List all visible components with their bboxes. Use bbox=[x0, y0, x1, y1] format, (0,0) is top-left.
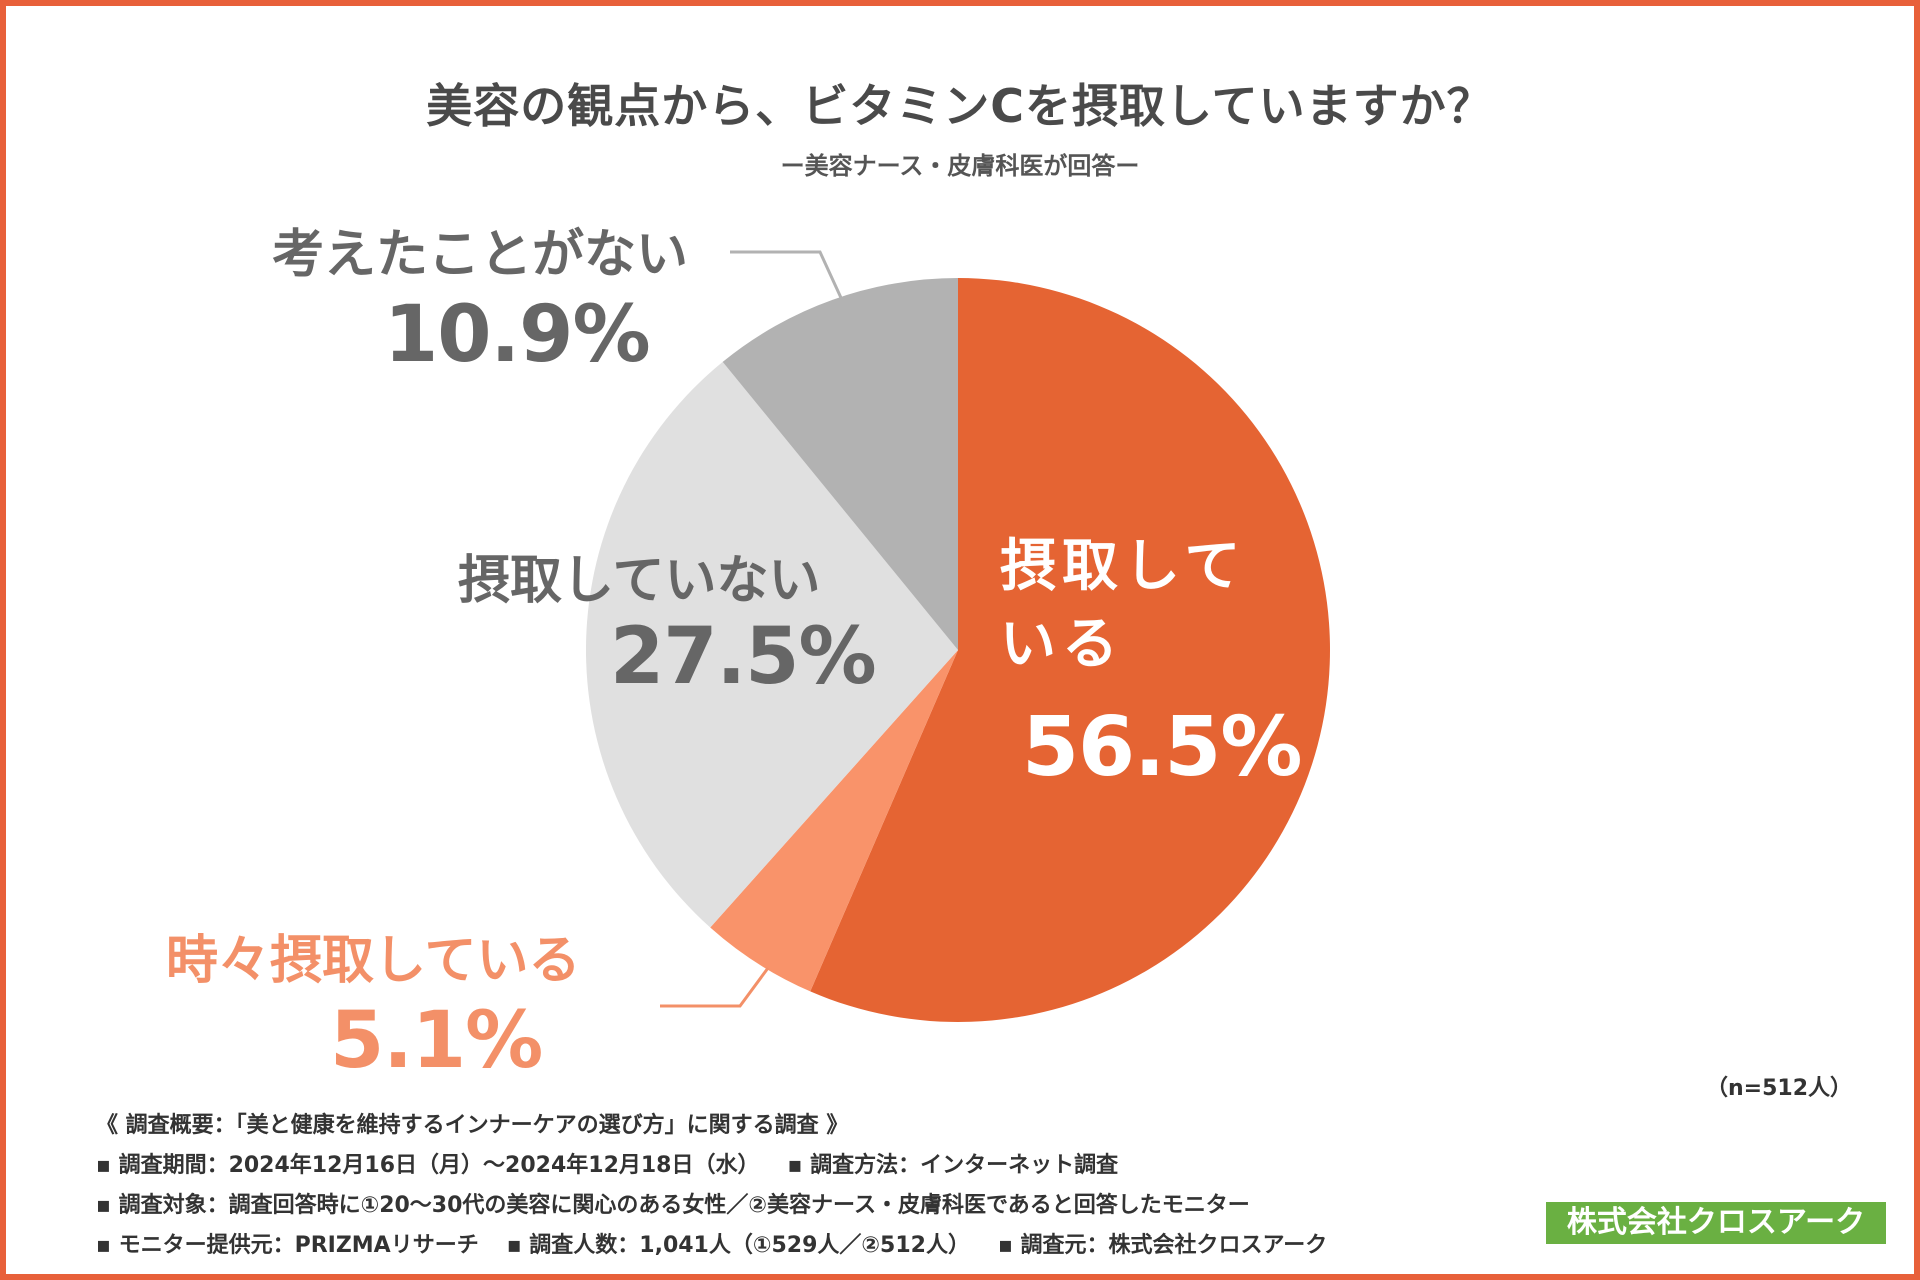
pie-slice-1 bbox=[710, 650, 958, 992]
slice-label-regular: 摂取している bbox=[1000, 534, 1247, 677]
notes-row: ▪ モニター提供元：PRIZMAリサーチ ▪ 調査人数：1,041人（①529人／… bbox=[96, 1226, 1327, 1266]
leader-line-never bbox=[730, 250, 844, 301]
company-logo-badge: 株式会社クロスアーク bbox=[1546, 1202, 1886, 1244]
slice-value-not: 27.5% bbox=[610, 612, 877, 702]
notes-source: ▪ 調査元：株式会社クロスアーク bbox=[997, 1233, 1328, 1258]
slice-value-never: 10.9% bbox=[384, 290, 651, 380]
chart-subtitle: ー美容ナース・皮膚科医が回答ー bbox=[780, 152, 1140, 180]
pie-slice-0 bbox=[810, 278, 1330, 1023]
notes-count: ▪ 調査人数：1,041人（①529人／②512人） bbox=[506, 1233, 970, 1258]
notes-target: ▪ 調査対象：調査回答時に①20〜30代の美容に関心のある女性／②美容ナース・皮… bbox=[96, 1193, 1250, 1218]
notes-provider: ▪ モニター提供元：PRIZMAリサーチ bbox=[96, 1233, 479, 1258]
slice-label-sometimes: 時々摂取している bbox=[166, 931, 581, 991]
notes-period: ▪ 調査期間：2024年12月16日（月）〜2024年12月18日（水） bbox=[96, 1153, 760, 1178]
slice-value-sometimes: 5.1% bbox=[330, 996, 543, 1086]
chart-title: 美容の観点から、ビタミンCを摂取していますか？ bbox=[426, 79, 1494, 133]
slice-value-regular: 56.5% bbox=[1022, 700, 1302, 795]
slice-label-not: 摂取していない bbox=[458, 551, 821, 611]
notes-overview: 《 調査概要：「美と健康を維持するインナーケアの選び方」に関する調査 》 bbox=[96, 1113, 849, 1138]
notes-method: ▪ 調査方法：インターネット調査 bbox=[787, 1153, 1119, 1178]
leader-line-some bbox=[660, 967, 770, 1008]
pie-slice-3 bbox=[722, 278, 958, 650]
slice-label-never: 考えたことがない bbox=[272, 225, 689, 285]
notes-row: ▪ 調査期間：2024年12月16日（月）〜2024年12月18日（水） ▪ 調査… bbox=[96, 1146, 1327, 1186]
survey-notes: 《 調査概要：「美と健康を維持するインナーケアの選び方」に関する調査 》 ▪ 調… bbox=[96, 1106, 1327, 1266]
pie-slice-2 bbox=[585, 361, 958, 928]
sample-size-note: （n=512人） bbox=[1706, 1076, 1853, 1101]
